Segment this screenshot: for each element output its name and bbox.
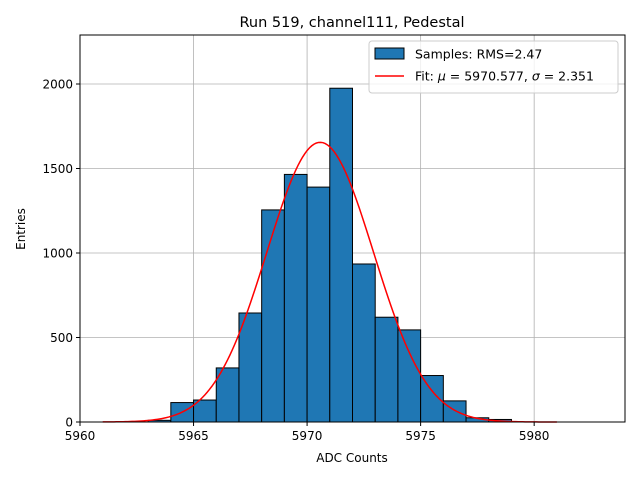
legend-fit-mu-symbol: μ <box>437 69 446 84</box>
histogram-bar <box>397 329 422 423</box>
histogram-bar <box>283 173 308 423</box>
histogram-bar <box>374 316 399 423</box>
legend-fit-sigma-value: = 2.351 <box>540 69 594 84</box>
legend-fit-label: Fit: μ = 5970.577, σ = 2.351 <box>415 69 594 84</box>
legend-fit-mu-value: = 5970.577, <box>446 69 532 84</box>
histogram-bars <box>147 87 512 423</box>
y-tick-label: 2000 <box>42 78 73 92</box>
y-tick-label: 0 <box>65 416 73 430</box>
histogram-bar <box>238 312 263 423</box>
histogram-bar <box>215 367 240 423</box>
histogram-bar <box>442 400 467 423</box>
x-tick-label: 5980 <box>519 429 550 443</box>
legend: Samples: RMS=2.47 Fit: μ = 5970.577, σ =… <box>368 40 619 94</box>
legend-histogram-swatch <box>374 47 405 60</box>
y-axis-label: Entries <box>14 208 28 250</box>
legend-fit-prefix: Fit: <box>415 69 438 84</box>
x-tick-label: 5975 <box>405 429 436 443</box>
y-tick-label: 1500 <box>42 162 73 176</box>
x-tick-label: 5965 <box>178 429 209 443</box>
x-tick-label: 5960 <box>65 429 96 443</box>
histogram-bar <box>306 186 331 423</box>
plot-frame <box>79 34 626 423</box>
chart-title: Run 519, channel111, Pedestal <box>239 15 464 31</box>
histogram-bar <box>329 87 353 423</box>
x-axis-ticks: 5960 5965 5970 5975 5980 <box>65 422 550 443</box>
x-axis-label: ADC Counts <box>316 451 388 465</box>
fit-curve <box>102 141 557 423</box>
y-axis-ticks: 0 500 1000 1500 2000 <box>42 78 80 430</box>
y-tick-label: 500 <box>50 331 73 345</box>
legend-box <box>368 40 619 94</box>
histogram-bar <box>261 209 285 423</box>
x-tick-label: 5970 <box>292 429 323 443</box>
y-tick-label: 1000 <box>42 247 73 261</box>
histogram-bar <box>352 263 376 423</box>
legend-histogram-label: Samples: RMS=2.47 <box>415 47 542 62</box>
legend-fit-sigma-symbol: σ <box>532 69 541 84</box>
